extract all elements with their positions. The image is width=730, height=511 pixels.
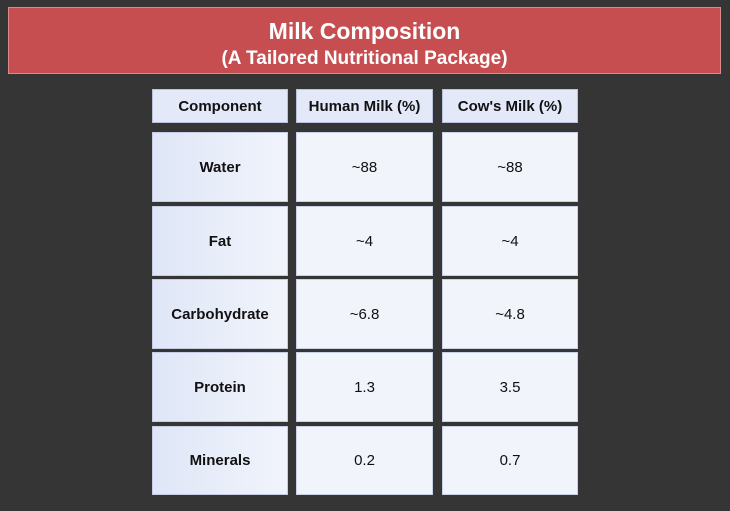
value-human-carbohydrate: ~6.8 <box>296 279 433 349</box>
row-label-protein: Protein <box>152 352 288 422</box>
value-human-protein: 1.3 <box>296 352 433 422</box>
value-human-water: ~88 <box>296 132 433 202</box>
row-label-minerals: Minerals <box>152 426 288 495</box>
table-title: Milk Composition <box>268 18 461 44</box>
value-human-minerals: 0.2 <box>296 426 433 495</box>
row-label-carbohydrate: Carbohydrate <box>152 279 288 349</box>
value-human-fat: ~4 <box>296 206 433 276</box>
table-subtitle: (A Tailored Nutritional Package) <box>221 48 508 69</box>
row-label-water: Water <box>152 132 288 202</box>
header-component: Component <box>152 89 288 123</box>
value-cow-water: ~88 <box>442 132 578 202</box>
title-banner: Milk Composition (A Tailored Nutritional… <box>8 7 721 74</box>
value-cow-carbohydrate: ~4.8 <box>442 279 578 349</box>
value-cow-minerals: 0.7 <box>442 426 578 495</box>
row-label-fat: Fat <box>152 206 288 276</box>
header-human-milk: Human Milk (%) <box>296 89 433 123</box>
value-cow-protein: 3.5 <box>442 352 578 422</box>
value-cow-fat: ~4 <box>442 206 578 276</box>
header-cows-milk: Cow's Milk (%) <box>442 89 578 123</box>
